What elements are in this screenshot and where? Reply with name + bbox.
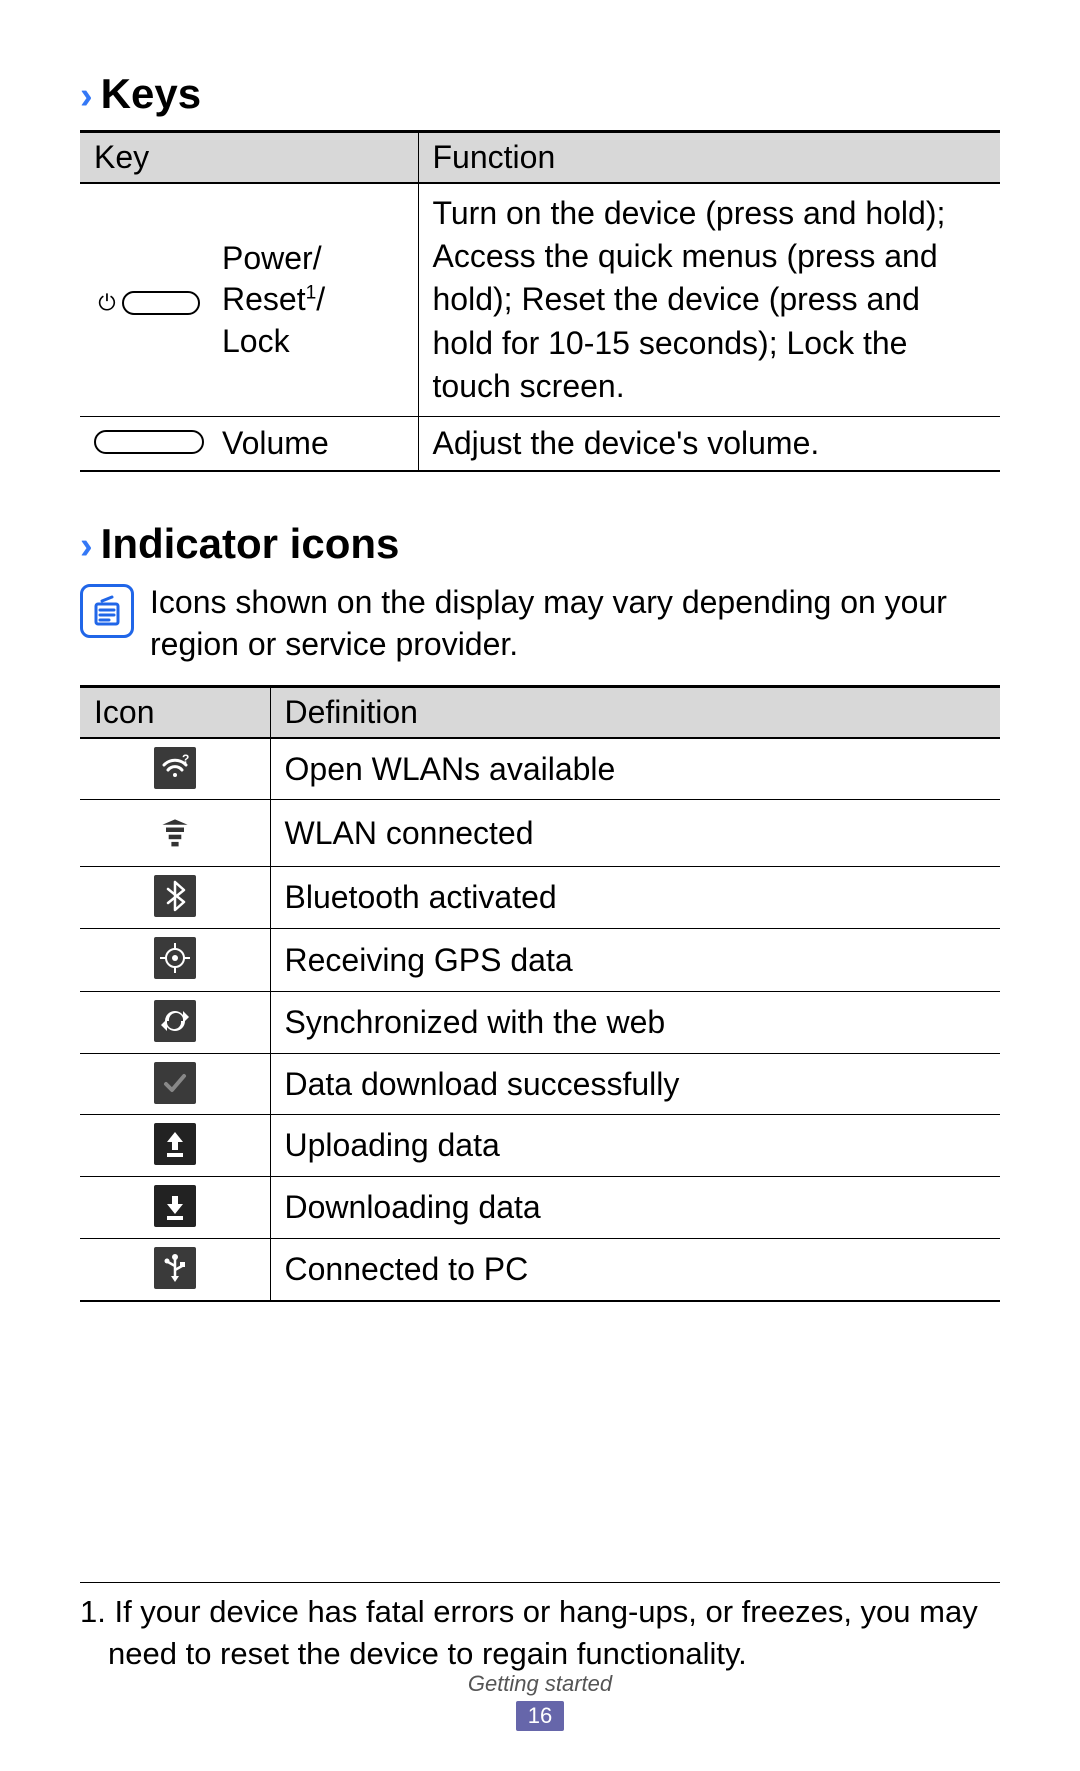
icon-definition: Connected to PC — [270, 1239, 1000, 1302]
icon-cell — [80, 800, 270, 867]
manual-page: › Keys Key Function ⏻ Power/Reset1/Lock … — [0, 0, 1080, 1771]
svg-text:?: ? — [182, 753, 189, 766]
table-row: Uploading data — [80, 1115, 1000, 1177]
gps-icon — [154, 937, 196, 979]
icon-cell — [80, 1239, 270, 1302]
icon-cell — [80, 1115, 270, 1177]
chevron-icon: › — [80, 525, 93, 568]
table-row: Connected to PC — [80, 1239, 1000, 1302]
power-key-glyph-cell: ⏻ — [80, 183, 218, 416]
note-row: Icons shown on the display may vary depe… — [80, 580, 1000, 665]
footer-section-name: Getting started — [0, 1671, 1080, 1697]
indicator-icons-heading-text: Indicator icons — [101, 520, 400, 568]
power-key-label: Power/Reset1/Lock — [218, 183, 418, 416]
wlan-open-icon: ? — [154, 747, 196, 789]
note-icon — [80, 584, 134, 638]
download-icon — [154, 1185, 196, 1227]
icon-cell — [80, 1054, 270, 1115]
sync-icon — [154, 1000, 196, 1042]
power-button-glyph: ⏻ — [98, 290, 199, 316]
power-key-function: Turn on the device (press and hold); Acc… — [418, 183, 1000, 416]
icon-definition: Open WLANs available — [270, 738, 1000, 800]
upload-icon — [154, 1123, 196, 1165]
table-row: ? Open WLANs available — [80, 738, 1000, 800]
wlan-connected-icon — [154, 808, 196, 850]
bluetooth-icon — [154, 875, 196, 917]
table-row: WLAN connected — [80, 800, 1000, 867]
footer-page-number: 16 — [516, 1701, 564, 1731]
keys-section-heading: › Keys — [80, 70, 1000, 118]
icon-cell — [80, 1177, 270, 1239]
keys-header-function: Function — [418, 132, 1000, 184]
keys-table: Key Function ⏻ Power/Reset1/Lock Turn on… — [80, 130, 1000, 472]
footnote-text: 1. If your device has fatal errors or ha… — [80, 1591, 1000, 1675]
icon-definition: Receiving GPS data — [270, 929, 1000, 992]
volume-key-glyph-cell — [80, 416, 218, 471]
usb-pc-icon — [154, 1247, 196, 1289]
table-row: Synchronized with the web — [80, 992, 1000, 1054]
icons-header-icon: Icon — [80, 687, 270, 739]
table-row: Volume Adjust the device's volume. — [80, 416, 1000, 471]
table-row: ⏻ Power/Reset1/Lock Turn on the device (… — [80, 183, 1000, 416]
table-row: Data download successfully — [80, 1054, 1000, 1115]
chevron-icon: › — [80, 75, 93, 118]
keys-heading-text: Keys — [101, 70, 201, 118]
icon-definition: Bluetooth activated — [270, 867, 1000, 929]
volume-key-function: Adjust the device's volume. — [418, 416, 1000, 471]
icon-definition: Uploading data — [270, 1115, 1000, 1177]
volume-rocker-glyph — [94, 430, 204, 454]
icons-header-definition: Definition — [270, 687, 1000, 739]
table-row: Bluetooth activated — [80, 867, 1000, 929]
indicator-icons-section-heading: › Indicator icons — [80, 520, 1000, 568]
icon-definition: Synchronized with the web — [270, 992, 1000, 1054]
icon-cell — [80, 929, 270, 992]
icon-definition: Downloading data — [270, 1177, 1000, 1239]
icon-cell — [80, 867, 270, 929]
keys-header-key: Key — [80, 132, 418, 184]
table-row: Receiving GPS data — [80, 929, 1000, 992]
icon-cell: ? — [80, 738, 270, 800]
page-footer: Getting started 16 — [0, 1671, 1080, 1731]
download-success-icon — [154, 1062, 196, 1104]
icon-definition: Data download successfully — [270, 1054, 1000, 1115]
note-text: Icons shown on the display may vary depe… — [150, 580, 1000, 665]
icon-cell — [80, 992, 270, 1054]
indicator-icons-table: Icon Definition ? Open WLANs available — [80, 685, 1000, 1302]
volume-key-label: Volume — [218, 416, 418, 471]
footnote-separator — [80, 1582, 1000, 1583]
table-row: Downloading data — [80, 1177, 1000, 1239]
icon-definition: WLAN connected — [270, 800, 1000, 867]
